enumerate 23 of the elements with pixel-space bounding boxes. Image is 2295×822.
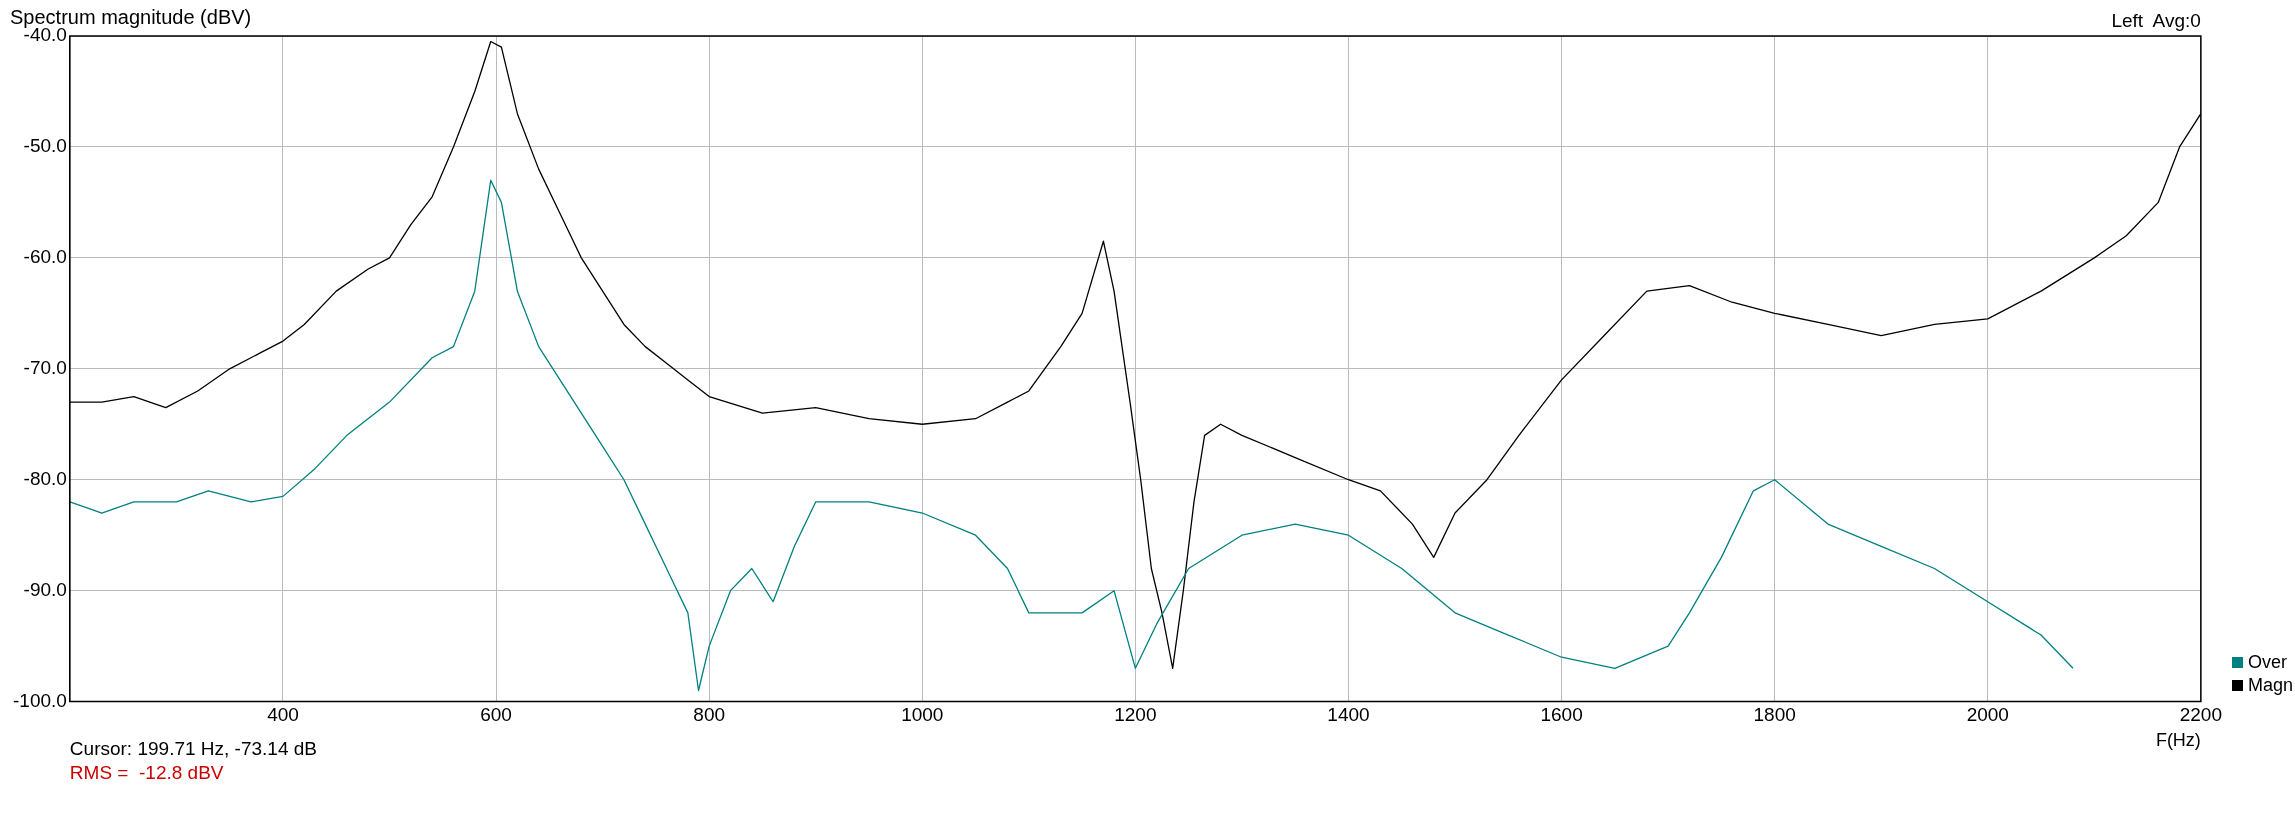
x-tick-label: 1600 — [1540, 704, 1583, 726]
text: Left Avg:0 — [2111, 10, 2201, 32]
y-tick-label: -50.0 — [23, 135, 67, 157]
y-tick-label: -100.0 — [13, 689, 67, 711]
legend-label: Over — [2248, 651, 2288, 673]
text: RMS = -12.8 dBV — [69, 761, 224, 784]
legend-label: Magn — [2248, 674, 2294, 696]
x-tick-label: 1400 — [1327, 704, 1370, 726]
x-tick-label: 600 — [480, 704, 512, 726]
chart-title: Spectrum magnitude (dBV) — [10, 5, 252, 28]
x-axis-title: F(Hz) — [2155, 730, 2201, 751]
x-tick-label: 400 — [267, 704, 299, 726]
x-tick-label: 1800 — [1753, 704, 1796, 726]
x-tick-label: 2000 — [1966, 704, 2009, 726]
x-tick-label: 2200 — [2179, 704, 2223, 726]
y-tick-label: -60.0 — [23, 246, 67, 268]
y-tick-label: -80.0 — [23, 467, 67, 489]
y-tick-label: -70.0 — [23, 357, 67, 379]
y-tick-label: -90.0 — [23, 578, 67, 600]
x-tick-label: 1000 — [901, 704, 944, 726]
text: Cursor: 199.71 Hz, -73.14 dB — [69, 737, 317, 760]
x-tick-label: 800 — [693, 704, 726, 726]
x-tick-label: 1200 — [1114, 704, 1157, 726]
